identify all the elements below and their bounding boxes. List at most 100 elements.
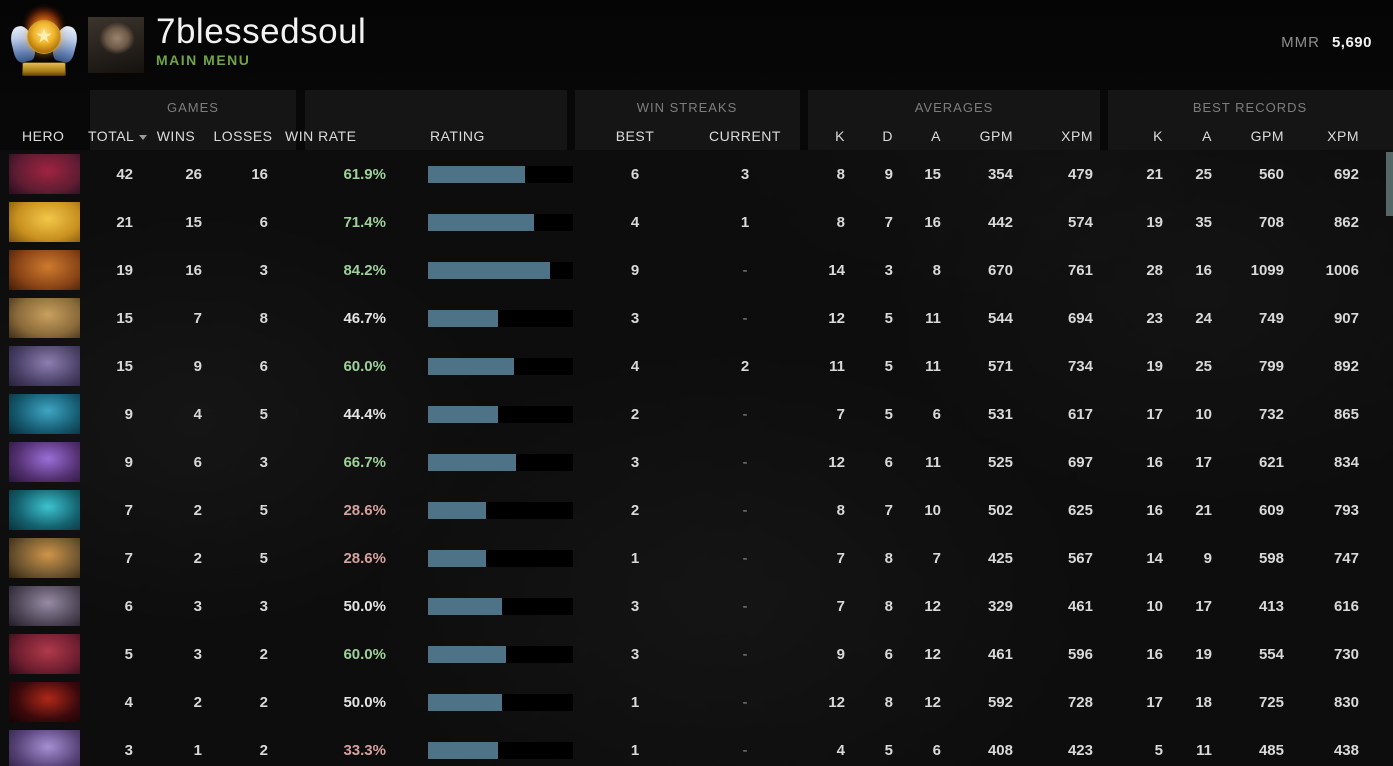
rating-bar (428, 357, 573, 375)
col-header-rating[interactable]: RATING (430, 128, 485, 144)
stat-record-gpm: 708 (1258, 213, 1284, 231)
stat-best-streak: 1 (630, 741, 640, 759)
stat-current-streak: - (742, 741, 748, 759)
hero-row-monkey-king[interactable]: 15 7 8 46.7% 3 - 12 5 11 544 694 23 24 749 907 (0, 294, 1393, 342)
stat-avg-deaths: 5 (884, 405, 893, 423)
stat-avg-kills: 7 (836, 549, 845, 567)
col-header-losses[interactable]: LOSSES (213, 128, 273, 144)
stat-avg-deaths: 5 (884, 357, 893, 375)
stat-best-streak: 2 (630, 405, 640, 423)
col-header-record-kills[interactable]: K (1153, 128, 1163, 144)
stat-win-rate: 46.7% (343, 309, 386, 327)
col-header-total[interactable]: TOTAL (88, 128, 148, 144)
player-avatar[interactable] (88, 17, 144, 73)
stat-avg-assists: 11 (925, 309, 941, 327)
stat-avg-assists: 16 (924, 213, 941, 231)
rating-cell (390, 309, 590, 327)
stat-record-assists: 19 (1195, 645, 1212, 663)
hero-cell (0, 346, 88, 386)
stat-avg-xpm: 567 (1067, 549, 1093, 567)
stat-win-rate: 44.4% (343, 405, 386, 423)
col-header-win-rate[interactable]: WIN RATE (285, 128, 357, 144)
stat-record-gpm: 799 (1258, 357, 1284, 375)
col-header-avg-gpm[interactable]: GPM (979, 128, 1013, 144)
rating-bar-fill (428, 453, 517, 471)
stat-current-streak: - (742, 405, 748, 423)
stat-losses: 2 (259, 645, 268, 663)
stat-avg-deaths: 6 (884, 645, 893, 663)
col-header-avg-assists[interactable]: A (931, 128, 941, 144)
hero-row-tinker[interactable]: 15 9 6 60.0% 4 2 11 5 11 571 734 19 25 799 892 (0, 342, 1393, 390)
stat-record-kills: 14 (1146, 549, 1163, 567)
stat-record-gpm: 749 (1258, 309, 1284, 327)
stat-best-streak: 6 (630, 165, 640, 183)
hero-row-void-spirit[interactable]: 9 6 3 66.7% 3 - 12 6 11 525 697 16 17 621 834 (0, 438, 1393, 486)
col-header-avg-kills[interactable]: K (835, 128, 845, 144)
col-header-record-gpm[interactable]: GPM (1250, 128, 1284, 144)
hero-row-morphling[interactable]: 9 4 5 44.4% 2 - 7 5 6 531 617 17 10 732 865 (0, 390, 1393, 438)
hero-row-shadow-fiend[interactable]: 4 2 2 50.0% 1 - 12 8 12 592 728 17 18 725 830 (0, 678, 1393, 726)
hero-row-oracle[interactable]: 3 1 2 33.3% 1 - 4 5 6 408 423 5 11 485 438 (0, 726, 1393, 766)
col-header-best-streak[interactable]: BEST (615, 128, 655, 144)
stat-wins: 2 (193, 501, 202, 519)
col-header-avg-deaths[interactable]: D (882, 128, 893, 144)
stat-avg-deaths: 5 (884, 309, 893, 327)
hero-cell (0, 250, 88, 290)
hero-icon-vengeful-spirit (9, 202, 80, 242)
hero-row-slardar[interactable]: 5 3 2 60.0% 3 - 9 6 12 461 596 16 19 554 730 (0, 630, 1393, 678)
rating-cell (390, 261, 590, 279)
stat-avg-kills: 9 (836, 645, 845, 663)
stat-record-assists: 16 (1195, 261, 1212, 279)
stat-best-streak: 9 (630, 261, 640, 279)
stat-win-rate: 61.9% (343, 165, 386, 183)
hero-row-night-stalker[interactable]: 6 3 3 50.0% 3 - 7 8 12 329 461 10 17 413 616 (0, 582, 1393, 630)
averages-group-panel (808, 90, 1100, 150)
stat-record-kills: 16 (1146, 645, 1163, 663)
stat-best-streak: 4 (630, 357, 640, 375)
records-group-panel (1108, 90, 1393, 150)
stat-avg-assists: 7 (932, 549, 941, 567)
hero-cell (0, 490, 88, 530)
stat-avg-assists: 6 (932, 405, 941, 423)
rating-bar (428, 309, 573, 327)
rating-cell (390, 741, 590, 759)
stat-current-streak: - (742, 597, 748, 615)
stat-record-gpm: 554 (1258, 645, 1284, 663)
stat-avg-deaths: 8 (884, 597, 893, 615)
streaks-group-panel (575, 90, 800, 150)
stat-avg-gpm: 502 (987, 501, 1013, 519)
col-header-wins[interactable]: WINS (156, 128, 196, 144)
stat-avg-kills: 8 (836, 213, 845, 231)
rating-cell (390, 645, 590, 663)
col-header-avg-xpm[interactable]: XPM (1061, 128, 1093, 144)
hero-row-vengeful-spirit[interactable]: 21 15 6 71.4% 4 1 8 7 16 442 574 19 35 708 862 (0, 198, 1393, 246)
stat-avg-xpm: 479 (1067, 165, 1093, 183)
stat-record-gpm: 485 (1258, 741, 1284, 759)
table-header: GAMES WIN STREAKS AVERAGES BEST RECORDS … (0, 90, 1393, 150)
hero-cell (0, 202, 88, 242)
stat-current-streak: 2 (740, 357, 750, 375)
stat-avg-deaths: 5 (884, 741, 893, 759)
stat-win-rate: 60.0% (343, 645, 386, 663)
stat-losses: 16 (251, 165, 268, 183)
stat-record-gpm: 621 (1258, 453, 1284, 471)
stat-record-xpm: 1006 (1325, 261, 1359, 279)
col-header-current-streak[interactable]: CURRENT (709, 128, 781, 144)
stat-avg-deaths: 3 (884, 261, 893, 279)
stat-avg-kills: 12 (828, 453, 845, 471)
hero-row-mars[interactable]: 19 16 3 84.2% 9 - 14 3 8 670 761 28 16 1099 1006 (0, 246, 1393, 294)
stat-avg-assists: 10 (924, 501, 941, 519)
hero-row-storm-spirit[interactable]: 7 2 5 28.6% 2 - 8 7 10 502 625 16 21 609 793 (0, 486, 1393, 534)
top-bar: 7blessedsoul MAIN MENU MMR 5,690 (0, 0, 1393, 90)
col-header-record-assists[interactable]: A (1202, 128, 1212, 144)
hero-row-techies[interactable]: 7 2 5 28.6% 1 - 7 8 7 425 567 14 9 598 747 (0, 534, 1393, 582)
stat-avg-xpm: 697 (1067, 453, 1093, 471)
stat-record-xpm: 793 (1333, 501, 1359, 519)
rating-bar (428, 741, 573, 759)
main-menu-link[interactable]: MAIN MENU (156, 52, 251, 68)
hero-table-body: 42 26 16 61.9% 6 3 8 9 15 354 479 21 25 560 692 21 15 6 71… (0, 150, 1393, 766)
scrollbar-thumb[interactable] (1386, 152, 1393, 216)
stat-win-rate: 50.0% (343, 597, 386, 615)
col-header-record-xpm[interactable]: XPM (1327, 128, 1359, 144)
hero-row-shadow-demon[interactable]: 42 26 16 61.9% 6 3 8 9 15 354 479 21 25 560 692 (0, 150, 1393, 198)
